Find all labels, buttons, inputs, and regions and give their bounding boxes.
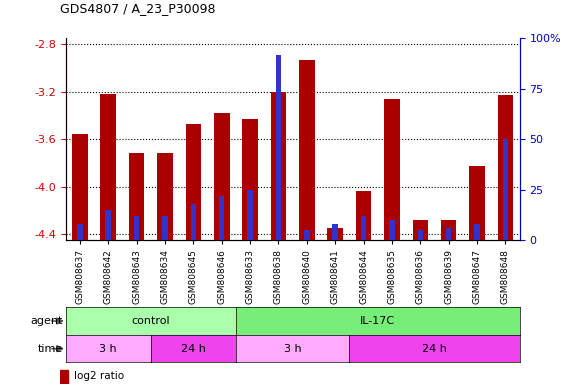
Text: 3 h: 3 h xyxy=(99,344,117,354)
Bar xyxy=(271,92,286,240)
Text: log2 ratio: log2 ratio xyxy=(74,371,124,381)
Bar xyxy=(129,154,144,240)
Bar xyxy=(304,230,309,240)
Bar xyxy=(162,216,168,240)
Bar xyxy=(502,139,508,240)
Bar xyxy=(441,220,456,240)
Text: time: time xyxy=(38,344,63,354)
Bar xyxy=(361,216,367,240)
Bar xyxy=(247,190,253,240)
Bar xyxy=(72,134,88,240)
Bar xyxy=(417,230,423,240)
Bar xyxy=(60,370,68,383)
Bar xyxy=(469,167,485,240)
Bar xyxy=(475,224,480,240)
Bar xyxy=(219,196,224,240)
Bar xyxy=(327,228,343,240)
Bar xyxy=(276,55,281,240)
Bar xyxy=(191,204,196,240)
Bar xyxy=(186,124,201,240)
Text: IL-17C: IL-17C xyxy=(360,316,395,326)
Bar xyxy=(389,220,395,240)
Bar xyxy=(497,95,513,240)
Bar xyxy=(134,216,139,240)
Bar xyxy=(299,60,315,240)
Bar xyxy=(412,220,428,240)
Bar xyxy=(100,94,116,240)
Bar xyxy=(214,113,230,240)
Text: 24 h: 24 h xyxy=(422,344,447,354)
Bar xyxy=(157,154,173,240)
Bar xyxy=(384,99,400,240)
Bar xyxy=(356,191,371,240)
Bar xyxy=(332,224,338,240)
Bar xyxy=(77,224,83,240)
Text: control: control xyxy=(131,316,170,326)
Text: 24 h: 24 h xyxy=(181,344,206,354)
Bar xyxy=(242,119,258,240)
Text: GDS4807 / A_23_P30098: GDS4807 / A_23_P30098 xyxy=(60,2,215,15)
Text: agent: agent xyxy=(30,316,63,326)
Bar xyxy=(446,228,452,240)
Text: 3 h: 3 h xyxy=(284,344,301,354)
Bar xyxy=(106,210,111,240)
